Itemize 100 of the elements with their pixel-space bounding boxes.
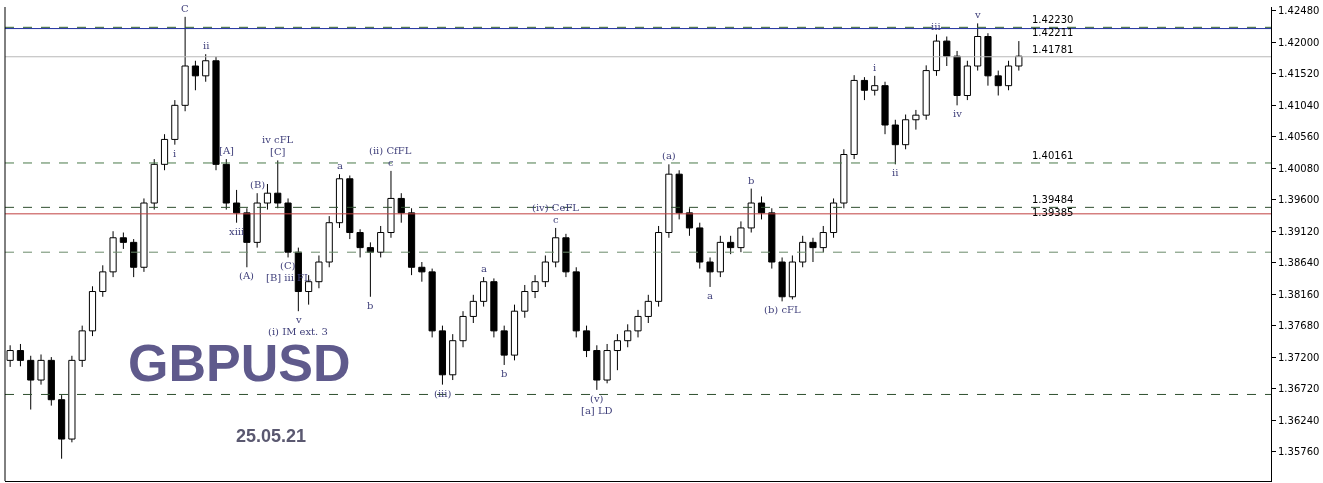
annotation: b: [367, 300, 374, 311]
ref-line-label: 1.40161: [1032, 150, 1074, 161]
y-tick-label: 1.39120: [1278, 225, 1320, 237]
ref-line-label: 1.42211: [1032, 27, 1074, 38]
candlestick: [747, 188, 755, 234]
annotation: i: [873, 62, 877, 73]
candlestick: [994, 70, 1002, 97]
candlestick: [552, 227, 560, 268]
candlestick: [871, 75, 879, 97]
annotation: v: [295, 314, 302, 325]
y-tick-label: 1.38640: [1278, 257, 1320, 269]
y-tick-label: 1.40080: [1278, 162, 1320, 174]
y-tick-label: 1.38160: [1278, 288, 1320, 300]
candlestick: [696, 222, 704, 270]
candlestick: [1015, 40, 1023, 72]
candlestick: [356, 228, 364, 258]
annotation: (b) cFL: [764, 304, 801, 315]
annotation: [a] LD: [581, 405, 613, 416]
candlestick: [315, 254, 323, 289]
annotation: (C): [280, 260, 296, 271]
candlestick: [387, 170, 395, 239]
candlestick: [881, 81, 889, 135]
annotation: C: [181, 3, 189, 14]
candlestick: [119, 232, 127, 250]
candlestick: [88, 285, 97, 337]
y-tick-label: 1.39600: [1278, 194, 1320, 206]
annotation: a: [337, 160, 343, 171]
annotation: (ii) CfFL: [369, 145, 412, 156]
candlestick: [58, 394, 66, 460]
y-tick-label: 1.42000: [1278, 36, 1320, 48]
candlestick: [418, 261, 426, 283]
annotation: [A]: [219, 145, 235, 156]
y-tick-label: 1.37680: [1278, 320, 1320, 332]
candlestick: [16, 343, 25, 367]
annotation: ii: [203, 40, 210, 51]
y-tick-label: 1.40560: [1278, 131, 1320, 143]
annotation: (B): [250, 179, 266, 190]
candlestick: [253, 192, 261, 249]
annotation: c: [553, 214, 559, 225]
ref-line-label: 1.39484: [1032, 194, 1074, 205]
candlestick: [407, 207, 416, 276]
candlestick: [243, 207, 251, 268]
candlestick: [778, 256, 786, 302]
annotation: (A): [239, 270, 255, 281]
candlestick: [840, 148, 848, 209]
candlestick: [397, 192, 405, 224]
candlestick: [68, 355, 76, 443]
y-tick-label: 1.36720: [1278, 383, 1320, 395]
candlestick: [263, 183, 272, 211]
candlestick: [140, 197, 148, 273]
y-tick-label: 1.35760: [1278, 446, 1320, 457]
annotation: b: [501, 368, 508, 379]
candlestick: [449, 333, 457, 381]
candlestick: [500, 325, 508, 366]
candlestick: [181, 16, 189, 112]
annotation: v: [974, 9, 981, 20]
annotation: a: [707, 290, 713, 301]
candlestick: [603, 343, 611, 384]
ref-line-label: 1.41781: [1032, 44, 1074, 55]
candlestick: [593, 344, 601, 391]
candlestick: [521, 284, 529, 319]
candlestick: [335, 173, 344, 229]
candlestick: [562, 233, 570, 278]
annotation: (v): [590, 393, 604, 404]
candlestick: [78, 325, 86, 368]
candlestick: [655, 225, 663, 308]
candlestick: [99, 264, 107, 298]
y-tick-label: 1.36240: [1278, 414, 1320, 426]
candlestick: [613, 333, 621, 371]
y-tick-label: 1.42480: [1278, 5, 1320, 17]
annotation: b: [748, 175, 755, 186]
annotation: (a): [662, 150, 676, 161]
candlestick: [47, 356, 55, 407]
candlestick: [541, 254, 549, 288]
candlestick: [325, 215, 333, 268]
candlestick: [191, 60, 199, 91]
candlestick: [829, 197, 838, 239]
annotation: (i) IM ext. 3: [268, 326, 328, 337]
annotation: i: [173, 148, 177, 159]
annotation: ii: [892, 167, 899, 178]
candlestick: [685, 207, 694, 237]
annotation: [C]: [270, 146, 286, 157]
candlestick: [480, 276, 488, 308]
ref-line-label: 1.39385: [1032, 207, 1074, 218]
annotation: c: [388, 157, 394, 168]
candlestick: [665, 163, 673, 239]
candlestick: [912, 109, 920, 131]
candlestick: [438, 325, 447, 386]
candlestick: [459, 310, 467, 348]
candlestick: [984, 32, 992, 87]
candlestick: [37, 353, 45, 386]
text: 25.05.21: [236, 426, 307, 446]
candlestick: [953, 50, 961, 106]
candlestick: [634, 309, 642, 338]
candlestick: [809, 237, 817, 263]
candlestick: [284, 197, 292, 258]
candlestick: [233, 189, 241, 224]
candlestick: [860, 76, 869, 101]
candlestick: [706, 256, 714, 288]
y-tick-label: 1.41520: [1278, 68, 1320, 80]
